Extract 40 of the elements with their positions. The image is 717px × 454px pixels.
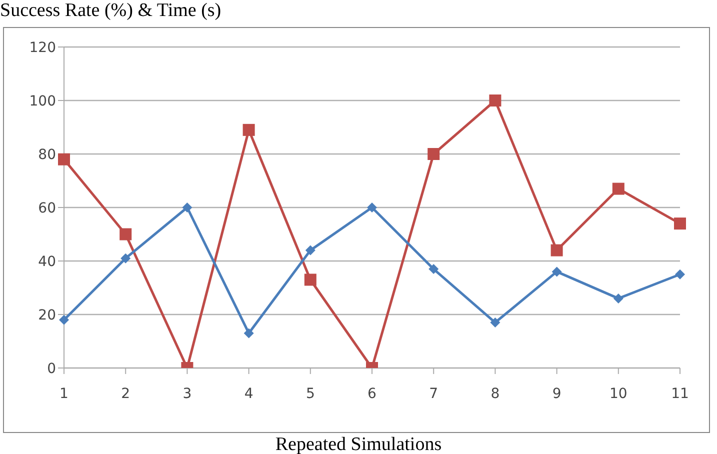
point bbox=[550, 244, 563, 256]
x-tick-label: 11 bbox=[671, 386, 689, 402]
point bbox=[674, 218, 686, 230]
y-tick-label: 60 bbox=[38, 200, 56, 216]
point bbox=[613, 293, 624, 304]
point bbox=[367, 202, 377, 212]
y-tick-label: 80 bbox=[38, 146, 56, 163]
x-tick-label: 7 bbox=[429, 386, 438, 402]
point bbox=[58, 153, 70, 166]
y-axis-title: Success Rate (%) & Time (s) bbox=[0, 0, 222, 22]
y-tick-label: 40 bbox=[38, 254, 56, 270]
point bbox=[489, 94, 502, 106]
y-tick-label: 100 bbox=[29, 93, 56, 110]
point bbox=[612, 182, 624, 195]
point bbox=[182, 202, 192, 212]
point bbox=[59, 314, 69, 325]
point bbox=[120, 253, 131, 264]
point bbox=[428, 264, 439, 274]
x-tick-label: 3 bbox=[182, 386, 192, 402]
point bbox=[490, 318, 500, 328]
y-tick-label: 120 bbox=[29, 40, 56, 56]
y-tick-label: 0 bbox=[47, 360, 56, 377]
point bbox=[428, 148, 440, 160]
x-tick-label: 5 bbox=[306, 386, 315, 402]
y-tick-label: 20 bbox=[38, 307, 56, 324]
x-tick-label: 10 bbox=[609, 386, 628, 402]
point bbox=[305, 245, 316, 256]
point bbox=[552, 266, 562, 277]
point bbox=[242, 124, 255, 136]
x-tick-label: 8 bbox=[490, 386, 500, 402]
x-tick-label: 2 bbox=[121, 386, 130, 402]
x-axis-title: Repeated Simulations bbox=[274, 434, 443, 454]
x-tick-label: 1 bbox=[60, 386, 68, 402]
x-tick-label: 4 bbox=[244, 386, 254, 402]
x-tick-label: 9 bbox=[552, 386, 562, 402]
x-tick-label: 6 bbox=[368, 386, 377, 402]
point bbox=[244, 328, 254, 338]
point bbox=[675, 269, 685, 280]
point bbox=[304, 274, 316, 286]
point bbox=[120, 228, 132, 240]
